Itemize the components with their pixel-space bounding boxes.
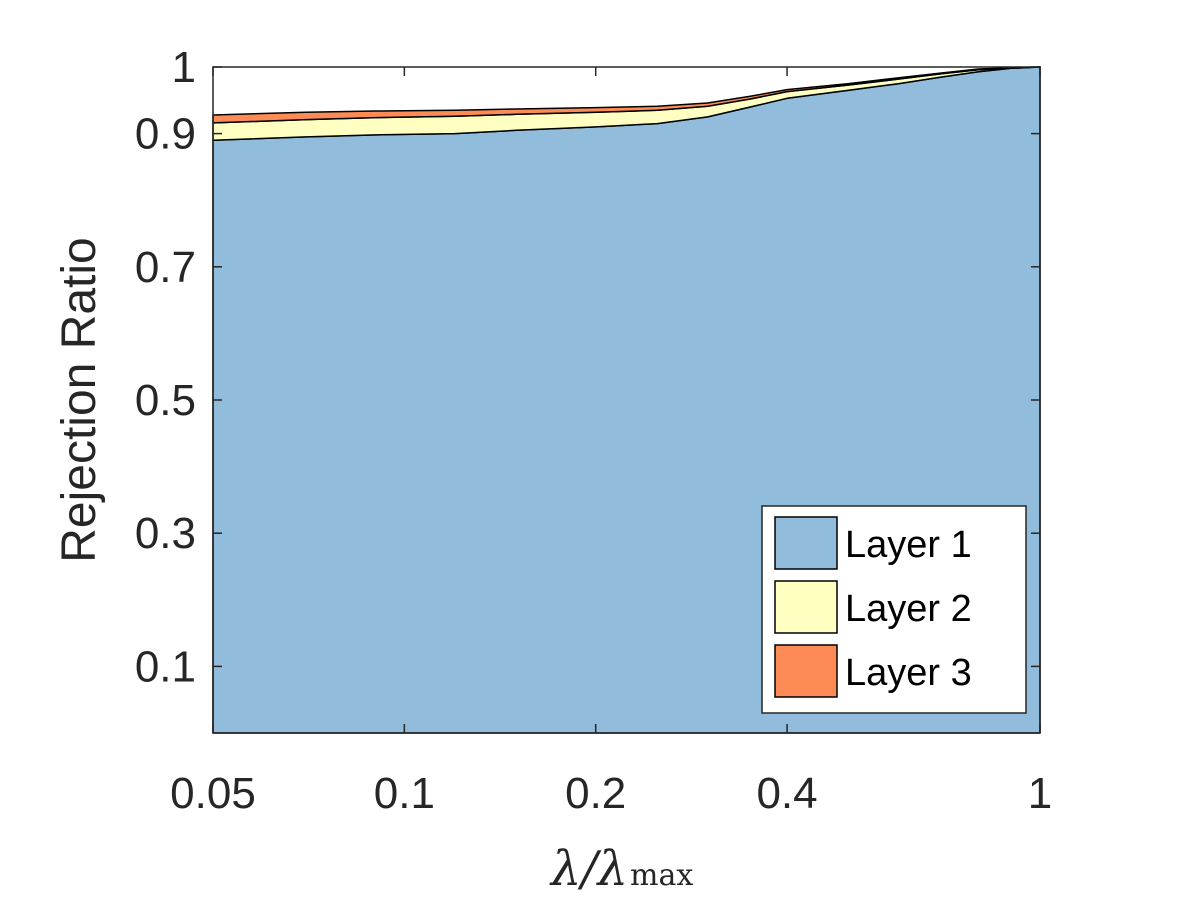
x-tick-label: 0.2 (565, 769, 626, 818)
y-tick-label: 0.5 (135, 376, 196, 425)
y-tick-label: 1 (172, 43, 196, 92)
legend: Layer 1 Layer 2 Layer 3 (761, 505, 1027, 714)
x-tick-label: 1 (1028, 769, 1052, 818)
y-axis-label: Rejection Ratio (53, 237, 106, 563)
y-tick-label: 0.7 (135, 243, 196, 292)
x-tick-label: 0.4 (756, 769, 817, 818)
y-tick-label: 0.1 (135, 642, 196, 691)
axis-ticks (212, 66, 1041, 733)
x-tick-label: 0.05 (170, 769, 256, 818)
y-tick-label: 0.3 (135, 509, 196, 558)
legend-label-3: Layer 3 (845, 652, 972, 694)
x-tick-label: 0.1 (374, 769, 435, 818)
legend-swatch-3 (774, 644, 838, 698)
legend-label-1: Layer 1 (845, 524, 972, 566)
y-tick-label: 0.9 (135, 110, 196, 159)
x-axis-label: λ/λ max (549, 841, 693, 897)
legend-swatch-1 (774, 516, 838, 570)
x-axis-label-subscript: max (630, 858, 693, 893)
x-axis-label-main: λ/λ (549, 841, 628, 897)
tick-labels: 0.05 0.1 0.2 0.4 1 0.1 0.3 0.5 0.7 0.9 1 (135, 43, 1052, 818)
legend-swatch-2 (774, 580, 838, 634)
legend-label-2: Layer 2 (845, 588, 972, 630)
